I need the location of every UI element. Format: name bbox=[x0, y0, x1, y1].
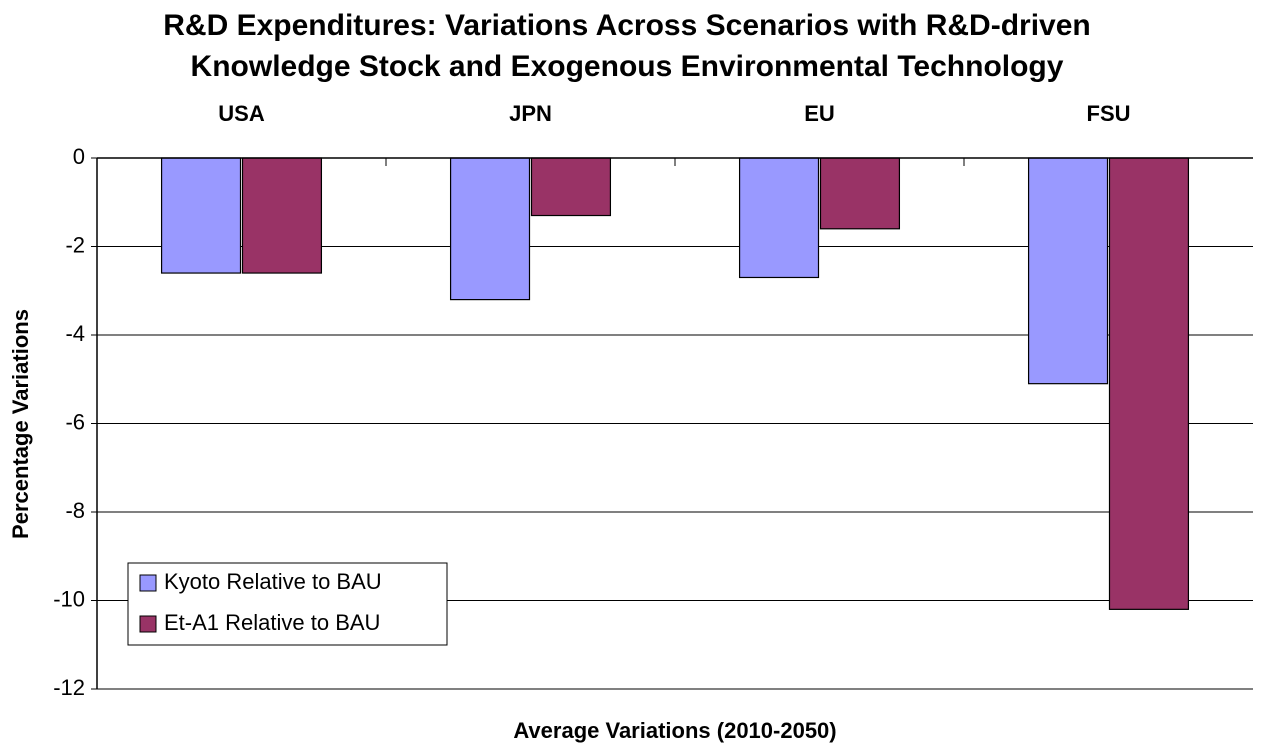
legend-swatch bbox=[139, 615, 157, 633]
category-label: JPN bbox=[509, 101, 552, 126]
category-label: USA bbox=[218, 101, 265, 126]
y-tick-label: -2 bbox=[65, 232, 85, 257]
y-tick-label: -4 bbox=[65, 321, 85, 346]
bar bbox=[1027, 157, 1109, 385]
bar bbox=[160, 157, 242, 274]
bar bbox=[1108, 157, 1190, 610]
y-tick-label: -10 bbox=[53, 586, 85, 611]
bar bbox=[738, 157, 820, 279]
category-label: EU bbox=[804, 101, 835, 126]
legend-box bbox=[127, 562, 448, 646]
chart-title: R&D Expenditures: Variations Across Scen… bbox=[163, 9, 1090, 42]
legend-label: Kyoto Relative to BAU bbox=[164, 569, 382, 594]
y-axis-title: Percentage Variations bbox=[8, 309, 33, 539]
y-tick-label: -6 bbox=[65, 409, 85, 434]
y-tick-label: -8 bbox=[65, 498, 85, 523]
category-label: FSU bbox=[1087, 101, 1131, 126]
x-axis-title: Average Variations (2010-2050) bbox=[513, 718, 836, 743]
y-tick-label: 0 bbox=[73, 144, 85, 169]
bar bbox=[241, 157, 323, 274]
chart-title: Knowledge Stock and Exogenous Environmen… bbox=[191, 50, 1064, 83]
bar bbox=[530, 157, 612, 217]
bar bbox=[449, 157, 531, 301]
y-tick-label: -12 bbox=[53, 675, 85, 700]
legend-swatch bbox=[139, 574, 157, 592]
bar bbox=[819, 157, 901, 230]
legend-label: Et-A1 Relative to BAU bbox=[164, 610, 380, 635]
